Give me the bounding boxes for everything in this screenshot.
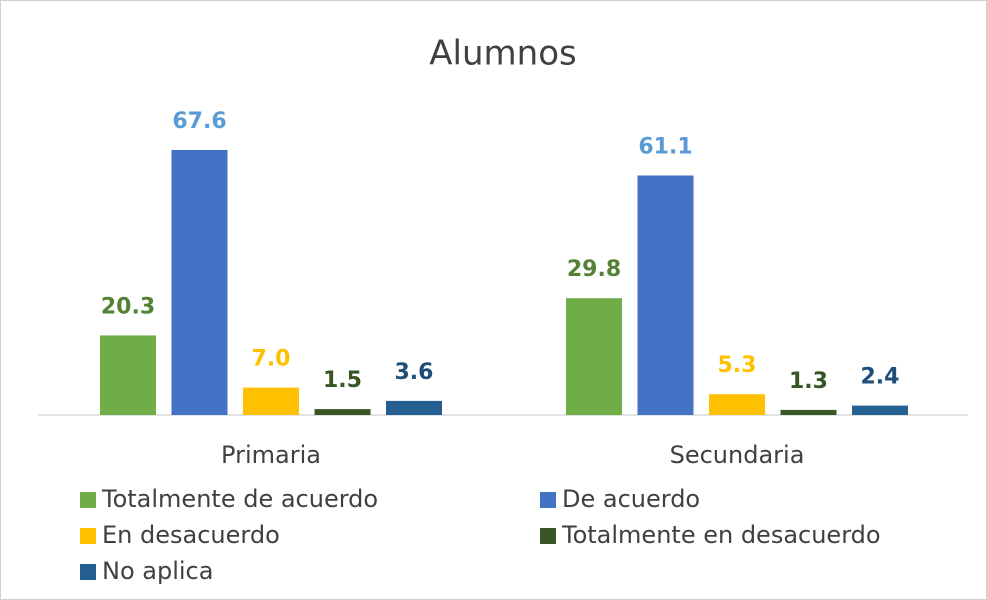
chart-title: Alumnos — [429, 34, 576, 74]
legend-label: Totalmente de acuerdo — [101, 485, 378, 513]
legend-swatch — [540, 528, 556, 544]
legend-swatch — [80, 492, 96, 508]
bar — [566, 298, 622, 415]
data-label: 61.1 — [638, 134, 692, 159]
bar — [171, 150, 228, 415]
bar — [314, 409, 371, 415]
legend-label: Totalmente en desacuerdo — [561, 521, 881, 549]
bar — [243, 387, 299, 415]
bar — [100, 335, 156, 415]
x-tick-label: Secundaria — [670, 441, 805, 469]
data-label: 5.3 — [718, 353, 757, 378]
bar — [386, 400, 442, 415]
data-label: 1.5 — [323, 368, 362, 393]
data-label: 20.3 — [101, 294, 155, 319]
legend-swatch — [540, 492, 556, 508]
legend-swatch — [80, 528, 96, 544]
legend-swatch — [80, 564, 96, 580]
legend-label: De acuerdo — [562, 485, 700, 513]
data-label: 67.6 — [172, 109, 226, 134]
legend-label: No aplica — [102, 557, 213, 585]
bar — [709, 394, 765, 415]
legend-label: En desacuerdo — [102, 521, 280, 549]
bar — [852, 405, 908, 415]
bar — [637, 175, 694, 415]
data-label: 29.8 — [567, 257, 621, 282]
x-tick-label: Primaria — [221, 441, 321, 469]
data-label: 2.4 — [861, 365, 900, 390]
data-label: 3.6 — [395, 360, 434, 385]
bar — [780, 409, 837, 415]
data-label: 1.3 — [789, 369, 828, 394]
data-label: 7.0 — [252, 347, 291, 372]
